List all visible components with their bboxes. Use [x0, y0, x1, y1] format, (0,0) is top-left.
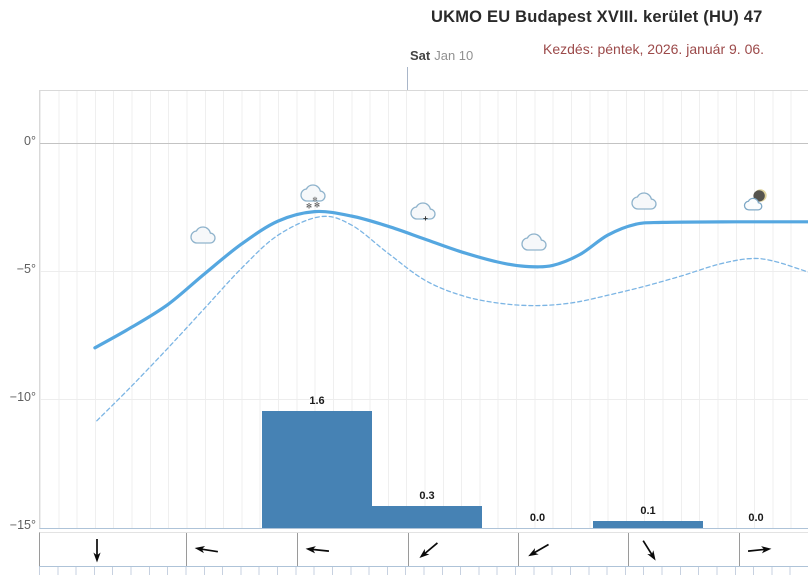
wind-arrow — [633, 534, 665, 566]
wind-arrow — [523, 534, 555, 566]
weather-icon-cloudy — [631, 192, 657, 210]
page-title: UKMO EU Budapest XVIII. kerület (HU) 47 — [431, 8, 763, 26]
svg-text:✻: ✻ — [314, 201, 321, 210]
precip-bar — [262, 411, 372, 528]
wind-arrow — [191, 534, 223, 566]
svg-text:✻: ✻ — [312, 196, 318, 204]
svg-text:+: + — [423, 213, 428, 223]
wind-cell-divider — [408, 533, 409, 567]
precip-bar — [593, 521, 703, 528]
wind-cell-divider — [518, 533, 519, 567]
day-marker-date: Jan 10 — [434, 48, 474, 63]
forecast-start-label: Kezdés: péntek, 2026. január 9. 06. — [543, 41, 765, 57]
weather-icon-cloudy — [521, 233, 547, 251]
temperature-curve — [93, 209, 808, 350]
y-tick-label: −5° — [16, 262, 36, 276]
temperature-curves — [93, 209, 808, 422]
temperature-axis: 0° −5° −10° −15° — [0, 0, 36, 575]
weather-icon-snow: ✻ ✻ ✻ — [300, 184, 326, 210]
svg-text:✻: ✻ — [306, 202, 313, 211]
chart-plot-area: 1.6 0.3 0.0 0.1 0.0 ✻ ✻ ✻ + — [39, 90, 808, 529]
precip-value-label: 0.1 — [640, 505, 656, 517]
precip-value-label: 0.0 — [748, 512, 764, 524]
precip-value-label: 1.6 — [309, 395, 325, 407]
h-gridline — [40, 143, 808, 144]
weather-icon-light-snow: + — [410, 202, 436, 224]
temperature-secondary-curve — [96, 215, 808, 422]
wind-cell-divider — [186, 533, 187, 567]
wind-arrow-row — [39, 532, 808, 567]
day-boundary-tick — [407, 67, 408, 90]
weather-icon-cloudy — [190, 226, 216, 244]
wind-cell-divider — [628, 533, 629, 567]
y-tick-label: −15° — [9, 518, 36, 532]
day-marker-day: Sat — [410, 48, 431, 63]
wind-arrow — [743, 534, 775, 566]
precip-value-label: 0.3 — [419, 490, 435, 502]
y-tick-label: 0° — [24, 134, 36, 148]
weather-icon-night-cloudy — [743, 188, 770, 212]
wind-cell-divider — [297, 533, 298, 567]
wind-arrow — [81, 534, 113, 566]
wind-cell-divider — [739, 533, 740, 567]
precip-bar — [372, 506, 482, 528]
y-tick-label: −10° — [9, 390, 36, 404]
h-gridline — [40, 271, 808, 272]
wind-arrow — [302, 534, 334, 566]
day-marker: Sat Jan 10 — [410, 48, 473, 63]
h-gridline — [40, 399, 808, 400]
wind-arrow — [413, 534, 445, 566]
time-axis-ticks — [39, 566, 808, 575]
precip-value-label: 0.0 — [529, 512, 546, 524]
